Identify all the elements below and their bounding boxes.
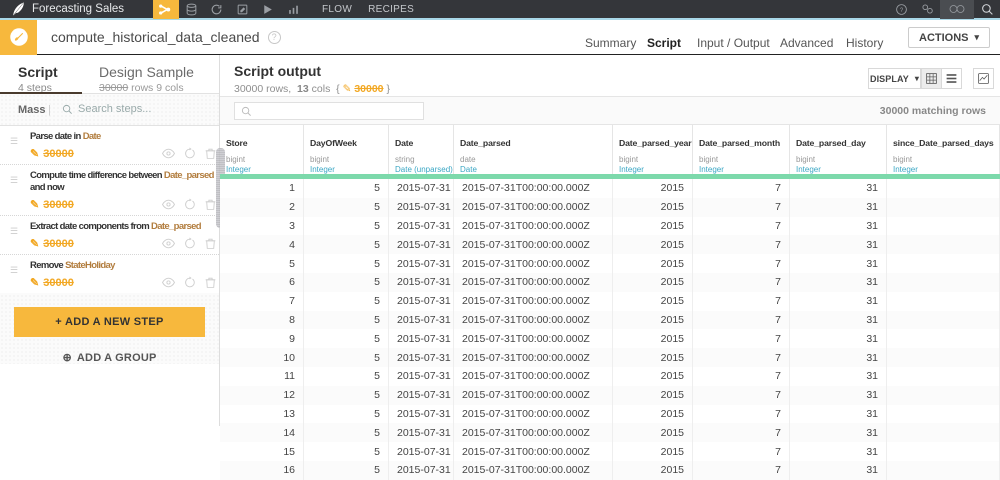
svg-text:?: ?: [899, 7, 903, 13]
